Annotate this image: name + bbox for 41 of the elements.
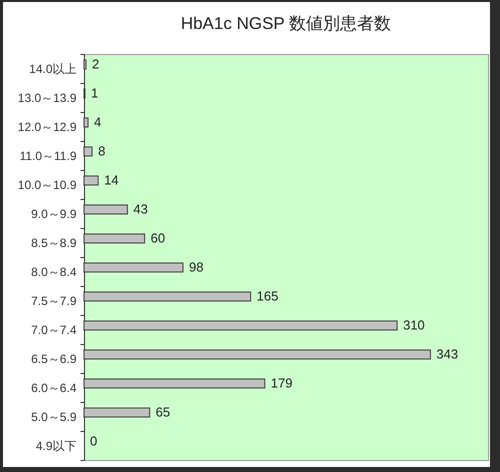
bar — [84, 176, 99, 186]
y-tick-label: 12.0～12.9 — [18, 120, 77, 134]
data-label: 4 — [94, 114, 102, 130]
y-tick-label: 6.0～6.4 — [31, 381, 77, 395]
y-tick-label: 8.0～8.4 — [31, 265, 77, 279]
data-label: 8 — [98, 144, 106, 158]
bar — [84, 204, 128, 214]
bar — [84, 378, 266, 388]
data-label: 60 — [150, 230, 166, 246]
y-tick-label: 7.5～7.9 — [31, 294, 77, 308]
data-label: 43 — [133, 202, 148, 216]
data-label: 343 — [436, 346, 458, 362]
y-tick-label: 6.5～6.9 — [31, 352, 77, 366]
y-tick-label: 13.0～13.9 — [18, 91, 77, 105]
y-tick-label: 11.0～11.9 — [20, 149, 77, 163]
y-tick-label: 10.0～10.9 — [18, 178, 77, 192]
y-tick-label: 7.0～7.4 — [31, 323, 77, 337]
y-tick-label: 8.5～8.9 — [31, 236, 77, 250]
bar — [84, 60, 87, 70]
data-label: 14 — [104, 172, 119, 188]
y-tick-label: 14.0以上 — [29, 62, 76, 76]
y-tick-label: 5.0～5.9 — [31, 410, 77, 424]
y-tick-label: 4.9以下 — [36, 439, 76, 453]
y-tick-label: 9.0～9.9 — [31, 207, 77, 221]
data-label: 65 — [156, 404, 170, 420]
bar — [84, 262, 184, 272]
bar — [84, 320, 398, 330]
bar — [84, 146, 93, 156]
data-label: 2 — [92, 56, 100, 72]
data-label: 179 — [270, 376, 292, 390]
data-label: 98 — [188, 260, 204, 274]
bar — [84, 234, 146, 244]
chart-title: HbA1c NGSP 数値別患者数 — [180, 14, 392, 33]
bar — [84, 118, 89, 128]
bar — [84, 350, 431, 360]
data-label: 1 — [91, 86, 98, 100]
data-label: 165 — [256, 288, 278, 304]
bar — [84, 292, 252, 302]
data-label: 0 — [90, 434, 98, 448]
data-label: 310 — [403, 318, 425, 332]
bar — [84, 408, 150, 418]
